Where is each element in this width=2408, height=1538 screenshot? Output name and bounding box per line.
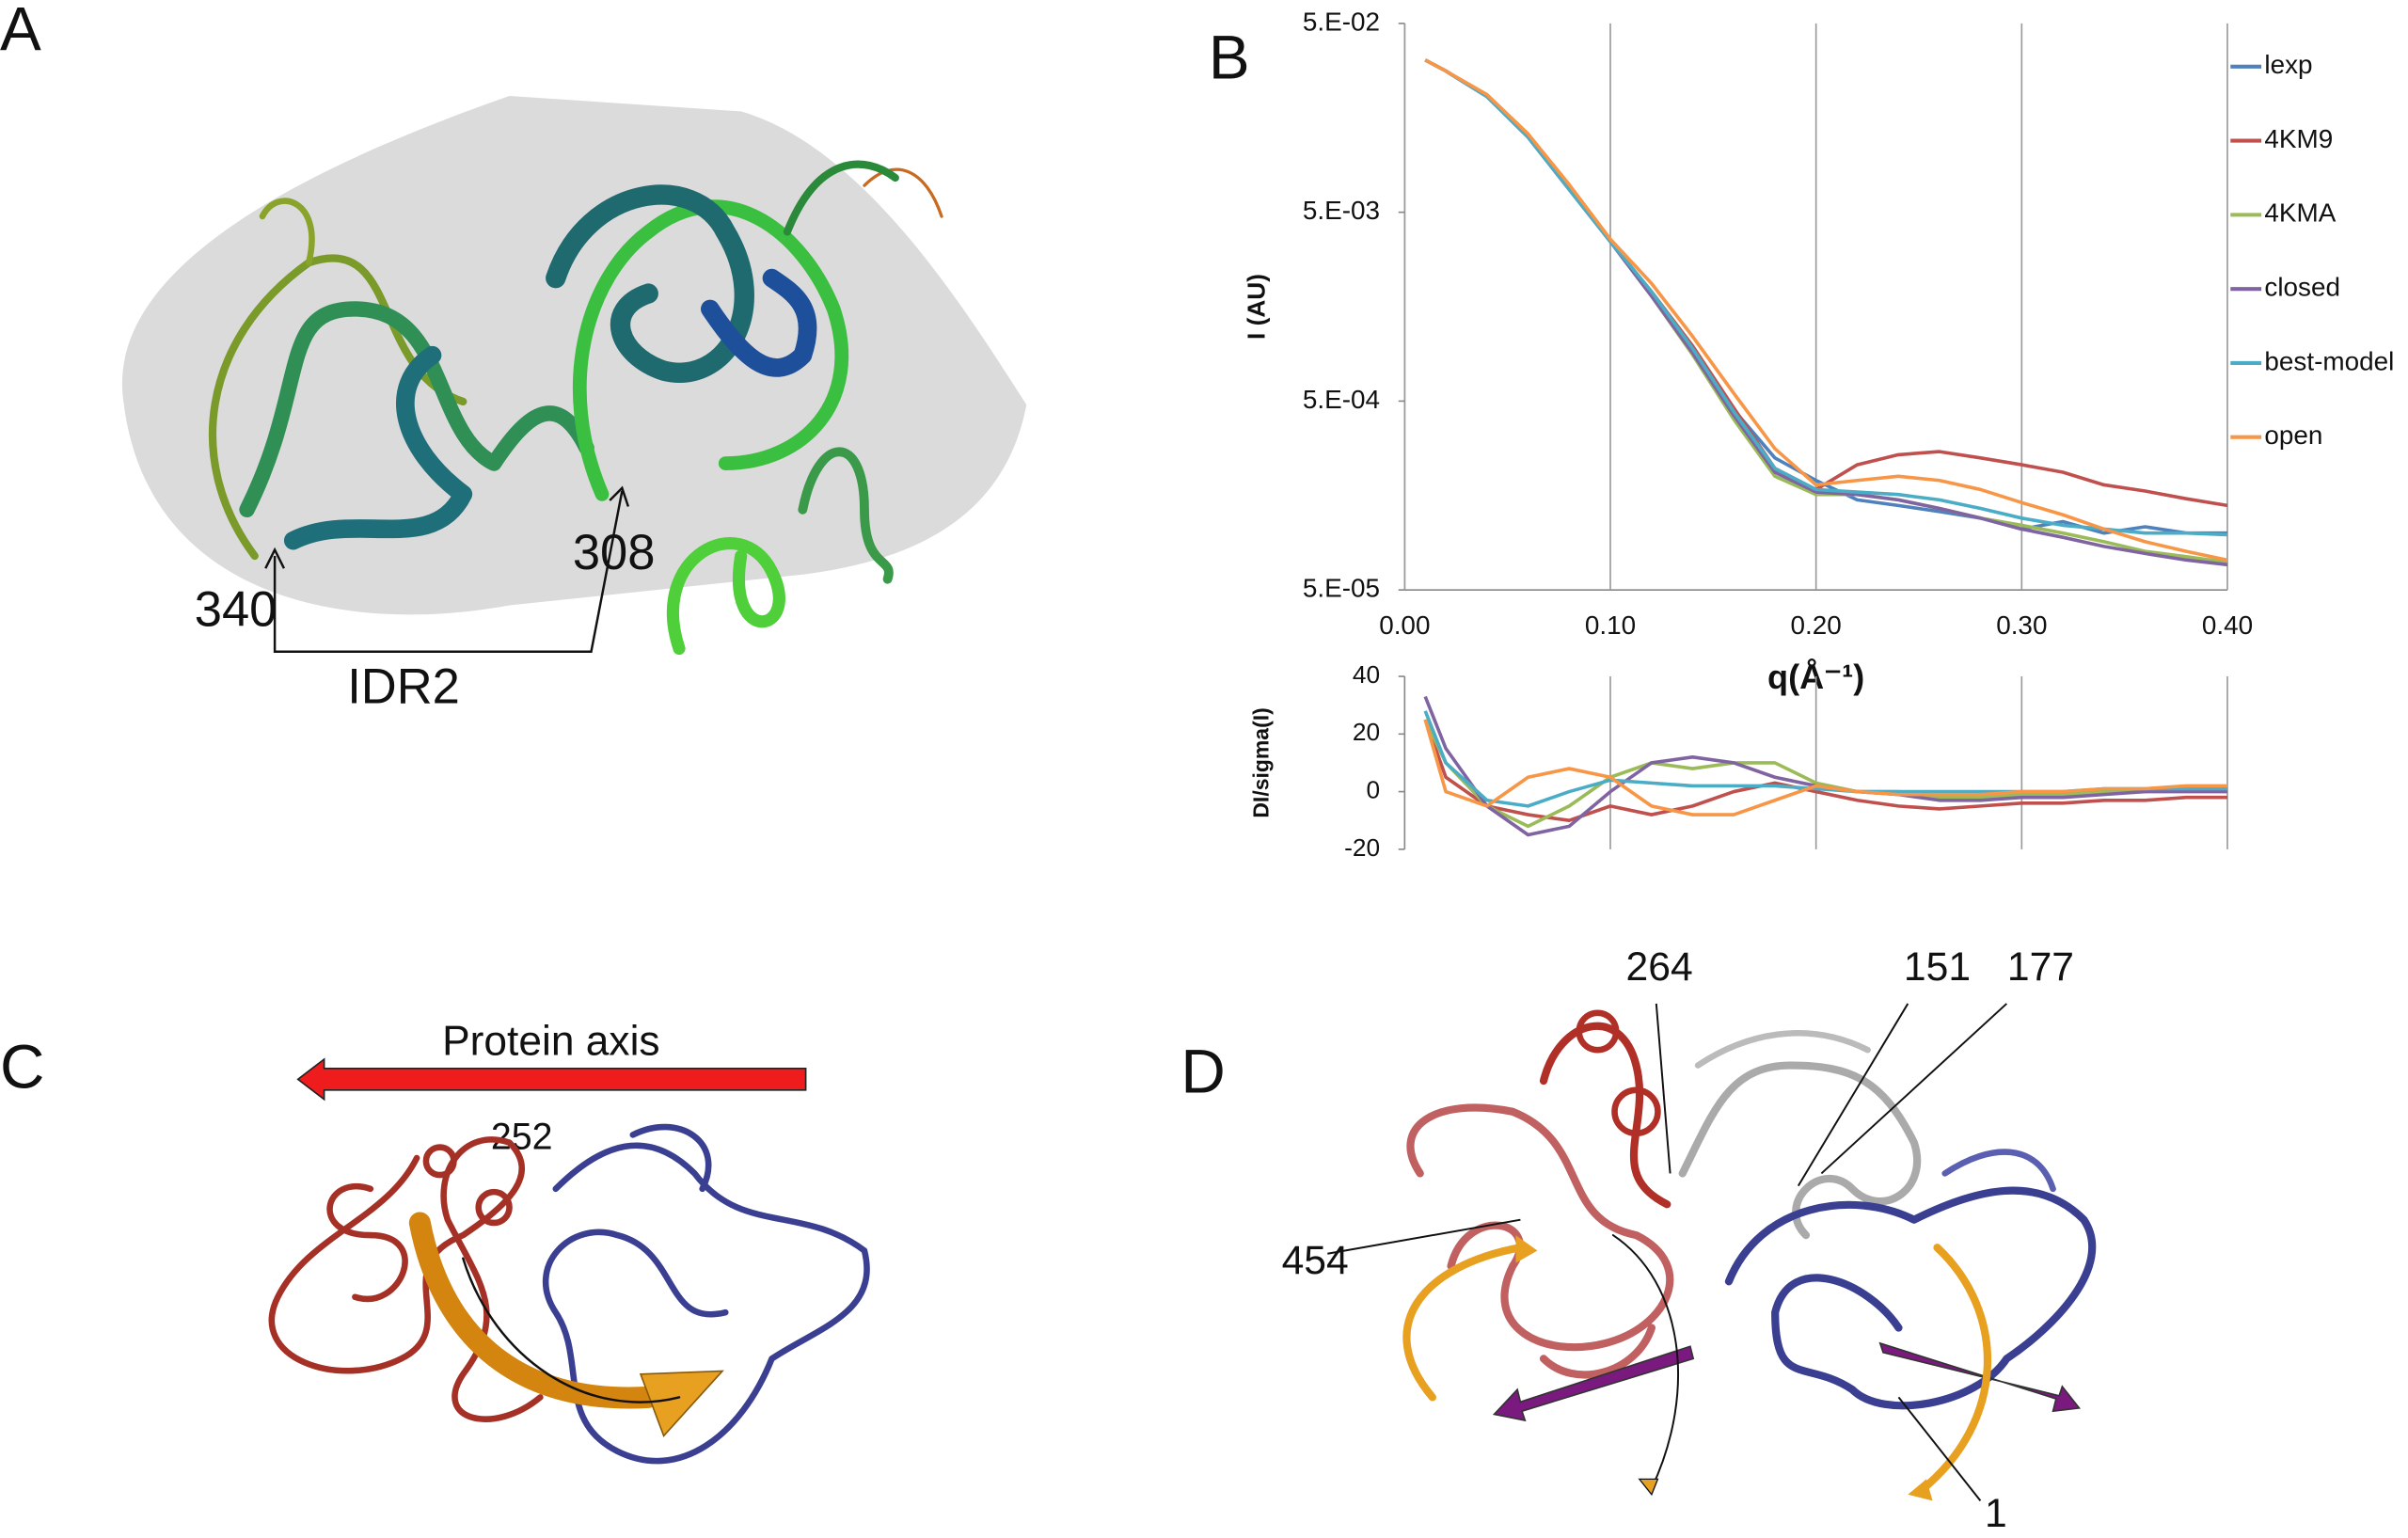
series-line [1424,58,2228,537]
series-line [1424,58,2228,563]
series-line [1424,58,2227,535]
legend-label: open [2264,420,2322,450]
y-tick-label: 5.E-03 [1303,196,1380,225]
y-axis-label: DI/sigma(I) [1248,707,1273,817]
region-label: IDR2 [347,659,460,715]
series-line [1423,719,2227,817]
x-tick-label: 0.40 [2202,610,2253,640]
legend-label: best-model [2264,346,2394,375]
residue-label: 340 [195,582,277,638]
series-line [1424,58,2228,508]
x-tick-label: 0.00 [1379,610,1430,640]
y-tick-label: 40 [1353,660,1380,689]
series-line [1423,719,2227,829]
x-tick-label: 0.30 [1996,610,2047,640]
residue-label: 454 [1282,1238,1349,1283]
protein-axis-arrow [296,1057,807,1102]
residue-label: 252 [491,1117,553,1158]
y-tick-label: 5.E-04 [1303,385,1380,414]
protein-structure-d [1402,1009,2097,1501]
residue-label: 264 [1626,944,1693,990]
protein-structure-a [121,96,1027,656]
idr2-bracket [264,485,630,654]
axis-label: Protein axis [442,1018,659,1064]
residue-label: 151 [1904,944,1971,990]
y-tick-label: 0 [1366,776,1380,804]
residue-label: 177 [2007,944,2074,990]
panel-letter: D [1180,1037,1225,1105]
y-tick-label: 5.E-02 [1303,7,1380,36]
y-axis-label: I (AU) [1242,274,1270,340]
y-tick-label: 20 [1353,718,1380,746]
series-line [1423,719,2227,823]
x-tick-label: 0.10 [1585,610,1636,640]
x-tick-label: 0.20 [1791,610,1842,640]
residue-label: 1 [1985,1491,2007,1536]
legend-label: 4KM9 [2264,124,2333,153]
panel-letter: B [1209,23,1250,91]
legend-label: lexp [2264,50,2312,79]
leader-lines [1327,1003,2007,1501]
y-tick-label: -20 [1344,833,1380,862]
protein-structure-c [268,1123,870,1465]
legend-label: 4KMA [2264,198,2336,228]
residue-label: 308 [573,525,656,580]
legend-label: closed [2264,273,2340,302]
y-tick-label: 5.E-05 [1303,574,1380,603]
series-line [1423,695,2227,837]
panel-letter: C [0,1032,44,1101]
panel-letter: A [0,0,41,64]
